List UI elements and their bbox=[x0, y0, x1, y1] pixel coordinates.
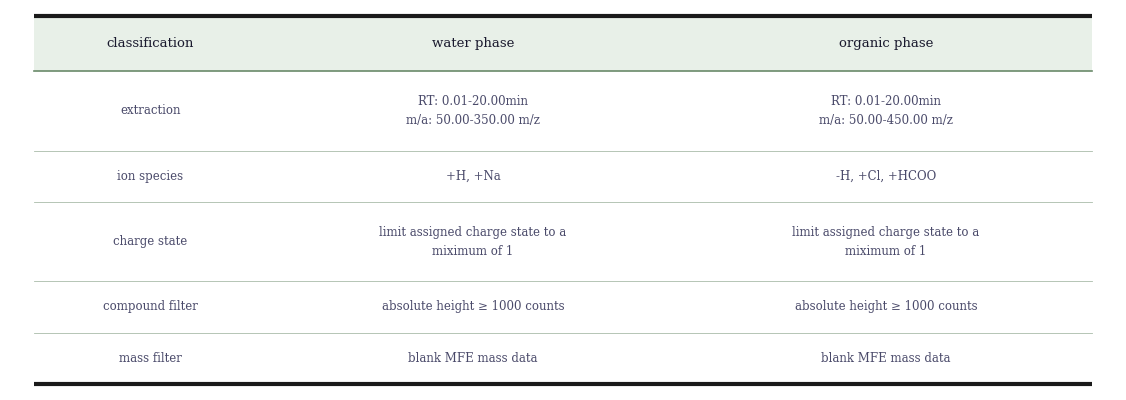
Text: blank MFE mass data: blank MFE mass data bbox=[409, 352, 538, 365]
Text: charge state: charge state bbox=[113, 235, 187, 248]
Text: ion species: ion species bbox=[117, 170, 184, 183]
Text: absolute height ≥ 1000 counts: absolute height ≥ 1000 counts bbox=[795, 300, 977, 313]
Text: blank MFE mass data: blank MFE mass data bbox=[821, 352, 950, 365]
Text: mass filter: mass filter bbox=[118, 352, 181, 365]
Text: organic phase: organic phase bbox=[839, 37, 933, 50]
Text: limit assigned charge state to a
miximum of 1: limit assigned charge state to a miximum… bbox=[793, 226, 980, 258]
Text: RT: 0.01-20.00min
m/a: 50.00-350.00 m/z: RT: 0.01-20.00min m/a: 50.00-350.00 m/z bbox=[406, 95, 540, 127]
Text: water phase: water phase bbox=[432, 37, 515, 50]
Text: compound filter: compound filter bbox=[102, 300, 198, 313]
Bar bbox=[34, 16, 1092, 71]
Text: classification: classification bbox=[107, 37, 194, 50]
Text: -H, +Cl, +HCOO: -H, +Cl, +HCOO bbox=[835, 170, 936, 183]
Text: RT: 0.01-20.00min
m/a: 50.00-450.00 m/z: RT: 0.01-20.00min m/a: 50.00-450.00 m/z bbox=[819, 95, 953, 127]
Text: limit assigned charge state to a
miximum of 1: limit assigned charge state to a miximum… bbox=[379, 226, 566, 258]
Text: +H, +Na: +H, +Na bbox=[446, 170, 500, 183]
Bar bbox=[34, 71, 1092, 384]
Text: absolute height ≥ 1000 counts: absolute height ≥ 1000 counts bbox=[382, 300, 564, 313]
Text: extraction: extraction bbox=[120, 104, 180, 118]
